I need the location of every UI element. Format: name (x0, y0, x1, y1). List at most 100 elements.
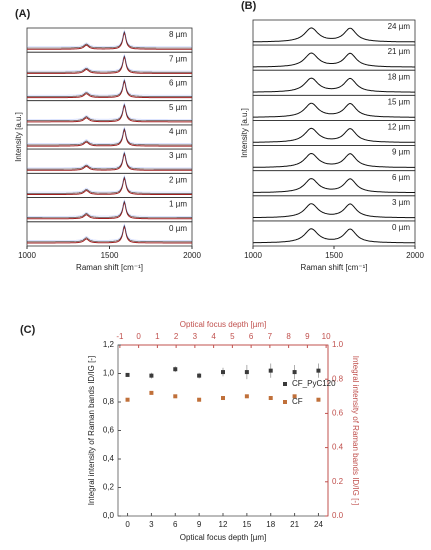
point (316, 397, 321, 402)
x-tick-label: 18 (266, 520, 275, 529)
point (316, 368, 321, 373)
x2-tick-label: 1 (155, 332, 160, 341)
point (244, 394, 249, 399)
spectrum (27, 223, 192, 241)
y2-axis-label: Integral intensity of Raman bands ID/IG … (351, 356, 360, 505)
legend-label: CF_PyC120 (292, 379, 336, 388)
spectrum (27, 152, 192, 171)
y-tick-label: 1,2 (103, 340, 115, 349)
x-tick-label: 1000 (244, 251, 262, 260)
x-tick-label: 1500 (325, 251, 343, 260)
legend-label: CF (292, 397, 303, 406)
spectrum (253, 52, 415, 68)
point (173, 367, 178, 372)
spectrum (27, 103, 192, 121)
spectrum (27, 225, 192, 244)
point (268, 368, 273, 373)
x-tick-label: 2000 (406, 251, 424, 260)
y-tick-label: 1,0 (103, 369, 115, 378)
x-tick-label: 9 (197, 520, 202, 529)
x2-tick-label: -1 (116, 332, 124, 341)
trace-label: 6 µm (169, 79, 187, 88)
point (125, 372, 130, 377)
y-tick-label: 0,2 (103, 483, 115, 492)
trace-label: 15 µm (388, 97, 411, 106)
point (221, 396, 225, 401)
spectrum (252, 203, 415, 219)
point (244, 370, 249, 375)
y-tick-label: 0,0 (103, 511, 115, 520)
panel-label: (A) (15, 8, 31, 20)
spectrum (27, 30, 192, 49)
spectrum (27, 127, 192, 146)
spectrum (27, 54, 192, 73)
x-tick-label: 21 (290, 520, 299, 529)
spectrum (27, 200, 192, 218)
spectrum (27, 224, 192, 243)
panel-label: (B) (241, 0, 257, 12)
trace-label: 18 µm (388, 72, 411, 81)
point (125, 397, 130, 402)
trace-label: 1 µm (169, 200, 187, 209)
x2-tick-label: 4 (211, 332, 216, 341)
point (197, 397, 202, 402)
spectrum (27, 102, 192, 120)
spectrum (253, 102, 415, 118)
point (268, 396, 273, 401)
spectrum (253, 127, 415, 143)
point (292, 394, 297, 399)
spectrum (27, 174, 192, 193)
trace-label: 4 µm (169, 127, 187, 136)
point (292, 370, 297, 375)
trace-label: 21 µm (388, 47, 411, 56)
x2-tick-label: 10 (322, 332, 331, 341)
point (173, 394, 178, 399)
legend-swatch (283, 382, 287, 386)
spectrum (27, 55, 192, 74)
point (197, 373, 202, 378)
point (149, 373, 154, 378)
legend-swatch (283, 400, 287, 404)
y2-tick-label: 0.8 (332, 374, 344, 383)
x2-tick-label: 7 (268, 332, 273, 341)
spectrum (253, 27, 415, 43)
spectrum (27, 77, 192, 96)
spectrum (27, 79, 192, 97)
spectrum (253, 178, 415, 193)
x2-tick-label: 0 (136, 332, 141, 341)
x-tick-label: 15 (242, 520, 251, 529)
y2-tick-label: 0.6 (332, 409, 344, 418)
y-axis-label: Intensity [a.u.] (240, 108, 249, 158)
x2-axis-label: Optical focus depth [µm] (180, 320, 266, 329)
trace-label: 24 µm (388, 22, 411, 31)
trace-label: 2 µm (169, 175, 187, 184)
x-axis-label: Optical focus depth [µm] (180, 533, 266, 542)
y2-tick-label: 0.2 (332, 477, 344, 486)
trace-label: 3 µm (169, 151, 187, 160)
trace-label: 6 µm (392, 173, 410, 182)
spectrum (253, 228, 415, 244)
spectrum (27, 128, 192, 147)
trace-label: 8 µm (169, 30, 187, 39)
trace-label: 0 µm (169, 224, 187, 233)
x-tick-label: 1000 (18, 251, 36, 260)
x-tick-label: 0 (125, 520, 130, 529)
point (149, 390, 154, 395)
spectrum (253, 77, 415, 93)
trace-label: 5 µm (169, 103, 187, 112)
x-axis-label: Raman shift [cm⁻¹] (76, 263, 143, 272)
y-tick-label: 0,4 (103, 454, 115, 463)
spectrum (27, 29, 192, 48)
x2-tick-label: 3 (193, 332, 198, 341)
trace-label: 12 µm (388, 123, 411, 132)
trace-label: 9 µm (392, 148, 410, 157)
x-tick-label: 1500 (101, 251, 119, 260)
x-tick-label: 3 (149, 520, 154, 529)
panel-label: (C) (20, 324, 36, 336)
spectrum (27, 79, 192, 99)
spectrum (27, 199, 192, 217)
spectrum (27, 176, 192, 195)
y-axis-label: Intensity [a.u.] (14, 112, 23, 162)
trace-label: 3 µm (392, 198, 410, 207)
